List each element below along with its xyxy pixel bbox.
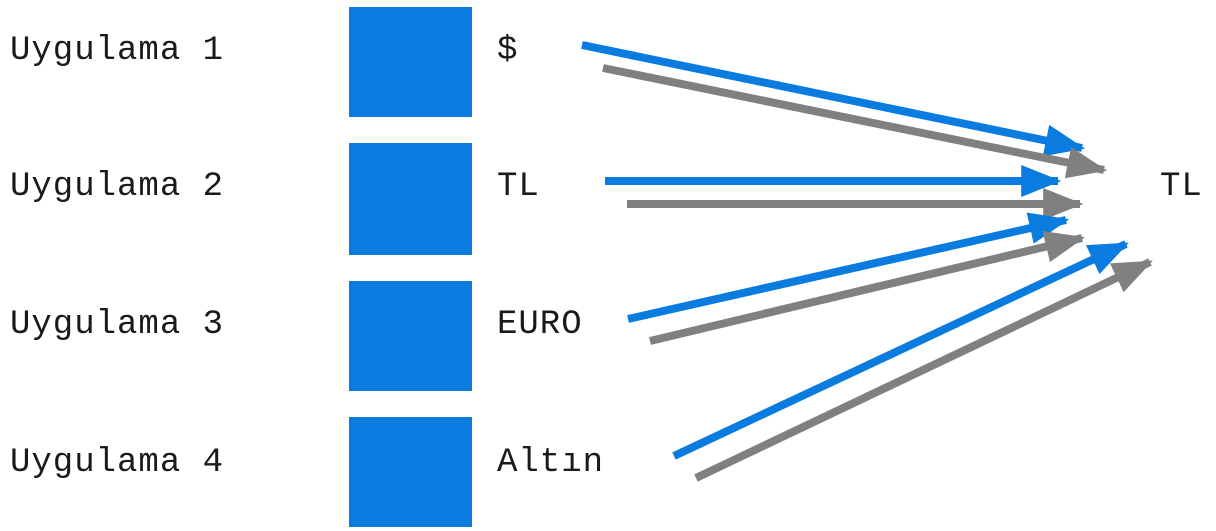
app-4-arrow-gray (694, 258, 1153, 482)
app-2-currency: TL (497, 168, 540, 206)
app-2-block (349, 143, 472, 255)
app-1-currency: $ (497, 32, 519, 70)
app-4-arrow-blue (672, 240, 1129, 460)
app-3-arrow-gray (649, 230, 1086, 345)
app-4-currency: Altın (497, 444, 605, 482)
app-3-arrow-blue (627, 212, 1070, 323)
app-3-label: Uygulama 3 (10, 306, 225, 344)
app-1-arrow-blue (581, 41, 1086, 157)
target-currency-label: TL (1160, 168, 1203, 206)
app-1-label: Uygulama 1 (10, 32, 225, 70)
app-4-label: Uygulama 4 (10, 444, 225, 482)
app-1-arrow-gray (602, 64, 1108, 179)
app-1-block (349, 7, 472, 117)
app-4-block (349, 417, 472, 527)
app-3-currency: EURO (497, 306, 583, 344)
app-2-label: Uygulama 2 (10, 168, 225, 206)
app-3-block (349, 281, 472, 391)
